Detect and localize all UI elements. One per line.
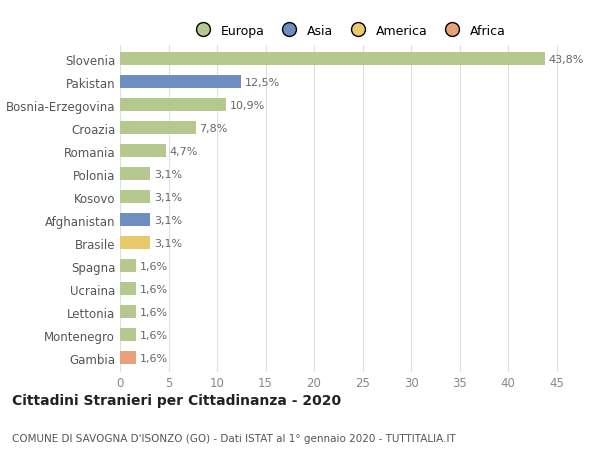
Bar — [120, 145, 166, 158]
Bar — [120, 283, 136, 296]
Text: Cittadini Stranieri per Cittadinanza - 2020: Cittadini Stranieri per Cittadinanza - 2… — [12, 393, 341, 407]
Bar — [120, 76, 241, 89]
Text: 1,6%: 1,6% — [139, 284, 167, 294]
Text: 3,1%: 3,1% — [154, 215, 182, 225]
Bar — [120, 191, 150, 204]
Bar — [120, 306, 136, 319]
Bar — [120, 352, 136, 364]
Text: 43,8%: 43,8% — [549, 55, 584, 65]
Text: 1,6%: 1,6% — [139, 307, 167, 317]
Legend: Europa, Asia, America, Africa: Europa, Asia, America, Africa — [185, 20, 511, 43]
Text: 1,6%: 1,6% — [139, 261, 167, 271]
Text: COMUNE DI SAVOGNA D'ISONZO (GO) - Dati ISTAT al 1° gennaio 2020 - TUTTITALIA.IT: COMUNE DI SAVOGNA D'ISONZO (GO) - Dati I… — [12, 433, 456, 442]
Text: 12,5%: 12,5% — [245, 78, 280, 88]
Bar — [120, 214, 150, 227]
Text: 1,6%: 1,6% — [139, 330, 167, 340]
Text: 7,8%: 7,8% — [200, 123, 228, 134]
Bar — [120, 53, 545, 66]
Text: 1,6%: 1,6% — [139, 353, 167, 363]
Bar — [120, 237, 150, 250]
Text: 4,7%: 4,7% — [169, 146, 198, 157]
Bar — [120, 329, 136, 341]
Bar — [120, 260, 136, 273]
Bar — [120, 122, 196, 135]
Text: 3,1%: 3,1% — [154, 169, 182, 179]
Text: 10,9%: 10,9% — [230, 101, 265, 111]
Bar — [120, 99, 226, 112]
Text: 3,1%: 3,1% — [154, 238, 182, 248]
Text: 3,1%: 3,1% — [154, 192, 182, 202]
Bar — [120, 168, 150, 181]
